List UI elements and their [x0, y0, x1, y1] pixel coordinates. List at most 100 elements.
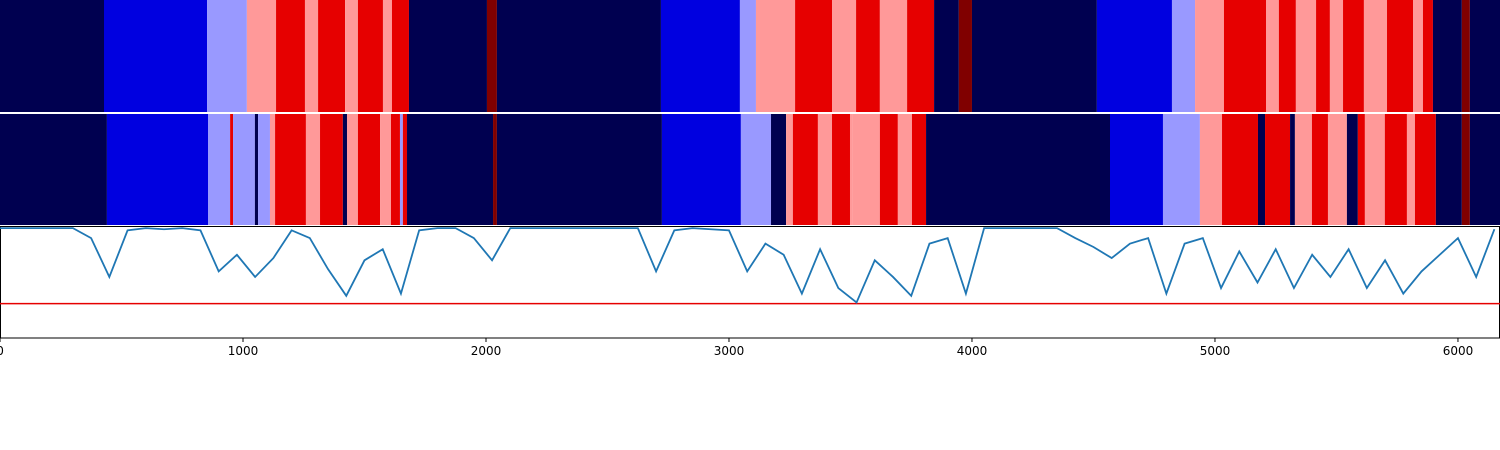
segment: [0, 114, 107, 225]
segment: [390, 114, 400, 225]
x-tick-label: 4000: [957, 344, 988, 358]
segment: [1195, 0, 1224, 112]
segment: [408, 0, 487, 112]
segment: [1343, 0, 1364, 112]
segment: [407, 114, 494, 225]
segment: [786, 114, 793, 225]
segment: [357, 114, 381, 225]
segment: [496, 0, 661, 112]
segment: [1413, 0, 1423, 112]
segment: [402, 114, 408, 225]
segment: [660, 0, 740, 112]
segment: [269, 114, 276, 225]
segment: [1096, 0, 1172, 112]
segment: [958, 0, 972, 112]
segment: [207, 0, 247, 112]
segment: [1346, 114, 1358, 225]
segment: [971, 0, 1097, 112]
x-tick-label: 0: [0, 344, 4, 358]
segment: [1461, 114, 1470, 225]
segment: [897, 114, 912, 225]
segment: [1222, 114, 1258, 225]
segment: [1311, 114, 1328, 225]
x-tick-label: 5000: [1200, 344, 1231, 358]
segment: [254, 114, 259, 225]
segment: [879, 0, 908, 112]
segment: [106, 114, 209, 225]
segment: [926, 114, 1110, 225]
segment: [342, 114, 347, 225]
segment: [1295, 0, 1317, 112]
segment: [832, 114, 850, 225]
segment: [1294, 114, 1312, 225]
segment: [233, 114, 255, 225]
segment: [852, 114, 880, 225]
segment: [346, 114, 358, 225]
segment: [276, 0, 305, 112]
segment: [1171, 0, 1196, 112]
segment: [104, 0, 208, 112]
segment: [1329, 0, 1344, 112]
segment: [1199, 114, 1223, 225]
segment: [1422, 0, 1433, 112]
segment: [1357, 114, 1365, 225]
segment: [849, 114, 853, 225]
plot-frame: [0, 226, 1500, 339]
segment: [907, 0, 935, 112]
segment: [1223, 0, 1266, 112]
segment: [304, 0, 319, 112]
segment: [1387, 0, 1414, 112]
segment: [1316, 0, 1330, 112]
segment: [380, 114, 391, 225]
segment: [740, 114, 772, 225]
segment: [1469, 0, 1500, 112]
segment: [661, 114, 741, 225]
segment: [318, 0, 346, 112]
segment: [246, 0, 277, 112]
segment: [934, 0, 959, 112]
x-tick-label: 6000: [1443, 344, 1474, 358]
segment: [345, 0, 358, 112]
segment: [755, 0, 796, 112]
segment: [1469, 114, 1500, 225]
x-tick-label: 2000: [471, 344, 502, 358]
segment: [382, 0, 392, 112]
segment: [739, 0, 756, 112]
line-series: [0, 227, 1496, 304]
segment: [1265, 0, 1279, 112]
segment: [1278, 0, 1296, 112]
segment: [258, 114, 270, 225]
segment: [879, 114, 898, 225]
segment: [305, 114, 321, 225]
x-tick-label: 3000: [714, 344, 745, 358]
segment: [230, 114, 234, 225]
segment: [832, 0, 857, 112]
segment: [1364, 114, 1385, 225]
segment: [771, 114, 787, 225]
segment: [1265, 114, 1291, 225]
segment: [1257, 114, 1266, 225]
segment: [391, 0, 409, 112]
segment: [1363, 0, 1388, 112]
segment: [1406, 114, 1415, 225]
segment: [399, 114, 403, 225]
segment: [320, 114, 343, 225]
segment: [1461, 0, 1470, 112]
segment: [486, 0, 497, 112]
segment: [817, 114, 833, 225]
segment: [496, 114, 662, 225]
segment: [792, 114, 818, 225]
segment: [1109, 114, 1163, 225]
segment: [1162, 114, 1200, 225]
segment: [1384, 114, 1407, 225]
segment: [275, 114, 306, 225]
segment: [0, 0, 105, 112]
segment: [1432, 0, 1462, 112]
segment: [208, 114, 231, 225]
segment: [911, 114, 927, 225]
x-tick-label: 1000: [228, 344, 259, 358]
segment: [1327, 114, 1347, 225]
segment: [1414, 114, 1436, 225]
segment: [357, 0, 383, 112]
